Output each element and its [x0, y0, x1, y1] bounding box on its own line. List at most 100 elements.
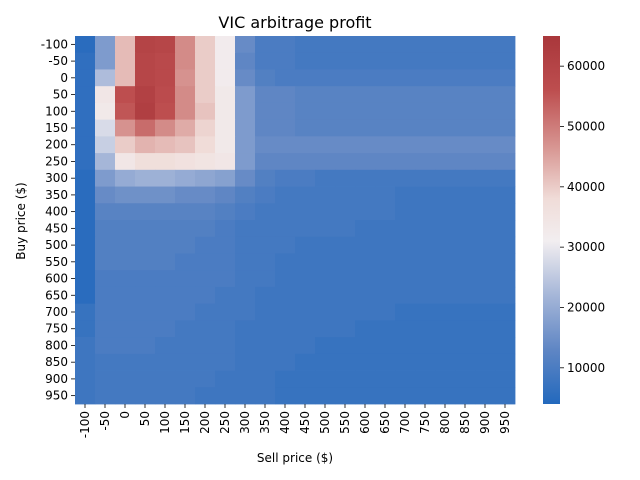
heatmap-cell: [235, 153, 256, 171]
y-tick-label: 950: [45, 389, 68, 403]
heatmap-cell: [175, 270, 196, 288]
heatmap-cell: [115, 270, 136, 288]
heatmap-cell: [115, 203, 136, 221]
heatmap-cell: [475, 52, 496, 70]
heatmap-cell: [475, 153, 496, 171]
heatmap-cell: [395, 387, 416, 405]
heatmap-cell: [415, 370, 436, 388]
heatmap-cell: [175, 303, 196, 321]
heatmap-cell: [255, 102, 276, 121]
heatmap-cell: [215, 36, 236, 54]
heatmap-cell: [155, 136, 176, 154]
heatmap-cell: [95, 169, 116, 187]
heatmap-cell: [235, 286, 256, 305]
heatmap-cell: [355, 119, 376, 137]
heatmap-cell: [435, 303, 456, 321]
heatmap-cell: [135, 52, 156, 70]
heatmap-cell: [135, 153, 156, 171]
heatmap-cell: [135, 186, 156, 204]
heatmap-cell: [335, 69, 356, 87]
heatmap-cell: [275, 169, 296, 187]
heatmap-cell: [175, 52, 196, 70]
heatmap-cell: [195, 102, 216, 121]
heatmap-cell: [235, 86, 256, 104]
x-tick-label: 650: [378, 411, 392, 434]
heatmap-cell: [275, 253, 296, 271]
heatmap-cell: [115, 36, 136, 54]
heatmap-cell: [355, 86, 376, 104]
y-tick-label: 850: [45, 355, 68, 369]
heatmap-cell: [335, 370, 356, 388]
heatmap-cell: [435, 153, 456, 171]
heatmap-cell: [315, 119, 336, 137]
colorbar-tick-label: 40000: [567, 180, 605, 194]
heatmap-cell: [75, 286, 96, 305]
heatmap-cell: [495, 320, 516, 338]
heatmap-cell: [375, 119, 396, 137]
heatmap-cell: [375, 203, 396, 221]
heatmap-cell: [175, 203, 196, 221]
heatmap-cell: [255, 337, 276, 355]
heatmap-cell: [375, 270, 396, 288]
heatmap-cell: [315, 169, 336, 187]
heatmap-cell: [435, 220, 456, 238]
heatmap-cell: [315, 136, 336, 154]
y-tick-label: 200: [45, 138, 68, 152]
heatmap-cell: [455, 169, 476, 187]
heatmap-cell: [215, 253, 236, 271]
heatmap-cell: [395, 320, 416, 338]
heatmap-cell: [295, 69, 316, 87]
heatmap-cell: [175, 337, 196, 355]
heatmap-cell: [115, 303, 136, 321]
heatmap-cell: [95, 320, 116, 338]
heatmap-cell: [335, 220, 356, 238]
heatmap-cell: [395, 370, 416, 388]
heatmap-cell: [235, 102, 256, 121]
heatmap-cell: [495, 286, 516, 305]
heatmap-cell: [275, 36, 296, 54]
heatmap-cell: [215, 220, 236, 238]
heatmap-cell: [95, 102, 116, 121]
heatmap-cell: [435, 52, 456, 70]
heatmap-cell: [255, 320, 276, 338]
heatmap-cell: [175, 220, 196, 238]
heatmap-cell: [255, 52, 276, 70]
heatmap-cell: [375, 387, 396, 405]
heatmap-cell: [495, 303, 516, 321]
heatmap-cell: [175, 136, 196, 154]
heatmap-cell: [275, 69, 296, 87]
heatmap-cell: [235, 370, 256, 388]
heatmap-cell: [115, 119, 136, 137]
heatmap-cell: [435, 119, 456, 137]
heatmap-cell: [155, 286, 176, 305]
heatmap-cell: [175, 253, 196, 271]
heatmap-cell: [475, 236, 496, 254]
heatmap-cells: [75, 36, 516, 405]
heatmap-cell: [155, 303, 176, 321]
heatmap-cell: [295, 86, 316, 104]
heatmap-cell: [315, 353, 336, 371]
heatmap-cell: [115, 220, 136, 238]
heatmap-cell: [175, 169, 196, 187]
heatmap-cell: [275, 86, 296, 104]
heatmap-cell: [315, 102, 336, 121]
heatmap-cell: [215, 286, 236, 305]
heatmap-cell: [455, 153, 476, 171]
heatmap-cell: [455, 136, 476, 154]
x-tick-label: 700: [398, 411, 412, 434]
heatmap-cell: [255, 236, 276, 254]
x-tick-label: 300: [238, 411, 252, 434]
colorbar-gradient: [543, 36, 560, 404]
heatmap-cell: [235, 236, 256, 254]
colorbar-tick-label: 60000: [567, 59, 605, 73]
heatmap-cell: [75, 102, 96, 121]
heatmap-cell: [375, 52, 396, 70]
heatmap-cell: [495, 220, 516, 238]
heatmap-cell: [135, 337, 156, 355]
heatmap-cell: [415, 353, 436, 371]
heatmap-cell: [135, 86, 156, 104]
heatmap-cell: [475, 36, 496, 54]
heatmap-cell: [255, 153, 276, 171]
heatmap-cell: [315, 387, 336, 405]
heatmap-cell: [215, 69, 236, 87]
